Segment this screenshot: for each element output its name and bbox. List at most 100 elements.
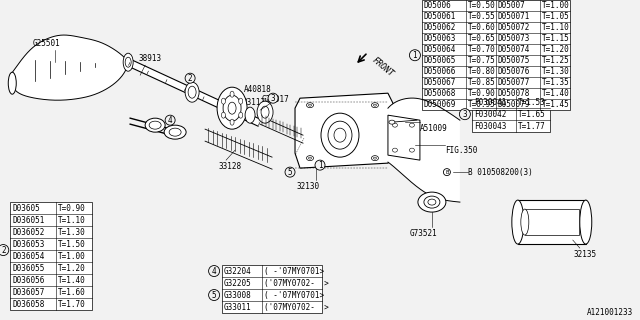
Text: T=0.75: T=0.75 [468,56,495,65]
Text: 2: 2 [1,245,6,254]
Text: FIG.350: FIG.350 [445,146,477,155]
Text: 38913: 38913 [138,54,161,63]
Ellipse shape [239,98,243,104]
Text: 3: 3 [463,110,467,119]
Text: T=0.80: T=0.80 [468,67,495,76]
Text: G32204: G32204 [224,267,252,276]
Text: D036058: D036058 [12,300,45,308]
Ellipse shape [371,156,378,161]
Ellipse shape [149,121,161,129]
Text: T=1.45: T=1.45 [542,100,570,109]
Ellipse shape [223,95,241,121]
Text: T=0.50: T=0.50 [468,1,495,10]
Ellipse shape [217,87,247,129]
Ellipse shape [125,57,131,67]
Text: G33008: G33008 [224,291,252,300]
Text: T=0.85: T=0.85 [468,78,495,87]
Polygon shape [388,98,460,202]
Bar [422,0,570,110]
Ellipse shape [334,128,346,142]
Ellipse shape [8,72,16,94]
Text: T=1.10: T=1.10 [58,216,86,225]
Text: T=1.10: T=1.10 [542,23,570,32]
Text: T=1.77: T=1.77 [518,122,545,131]
Ellipse shape [512,200,524,244]
Ellipse shape [444,169,451,176]
Text: T=1.15: T=1.15 [542,34,570,43]
Text: 2: 2 [188,74,193,83]
Text: 32130: 32130 [296,182,319,191]
Text: F030043: F030043 [474,122,506,131]
Ellipse shape [374,104,376,106]
Text: D050072: D050072 [498,23,530,32]
Text: 1: 1 [413,51,417,60]
Text: D050067: D050067 [424,78,456,87]
Text: B: B [445,170,449,175]
Ellipse shape [221,112,225,118]
Ellipse shape [308,104,312,106]
Text: T=1.50: T=1.50 [58,240,86,249]
Ellipse shape [257,101,273,123]
Text: T=1.00: T=1.00 [542,1,570,10]
Text: B 010508200(3): B 010508200(3) [468,168,532,177]
Bar [472,96,550,132]
Text: T=1.00: T=1.00 [58,252,86,260]
Text: T=1.40: T=1.40 [542,89,570,98]
Text: D050068: D050068 [424,89,456,98]
Polygon shape [10,35,128,100]
Text: D050065: D050065 [424,56,456,65]
Ellipse shape [123,53,133,71]
Ellipse shape [307,103,314,108]
Text: ( -'07MY0701>: ( -'07MY0701> [264,267,324,276]
Ellipse shape [245,107,255,123]
Text: T=1.53: T=1.53 [518,98,545,107]
Text: D036057: D036057 [12,288,45,297]
Ellipse shape [169,128,181,136]
Polygon shape [388,115,420,160]
Text: D036056: D036056 [12,276,45,284]
Circle shape [410,50,420,61]
Ellipse shape [145,118,165,132]
Polygon shape [295,93,393,168]
Text: D050077: D050077 [498,78,530,87]
Ellipse shape [418,192,446,212]
Ellipse shape [410,123,415,127]
Text: A51009: A51009 [420,124,447,133]
Circle shape [460,109,470,120]
Text: T=1.20: T=1.20 [58,264,86,273]
Text: D050076: D050076 [498,67,530,76]
Circle shape [209,266,220,276]
Circle shape [209,290,220,300]
Bar [10,202,92,310]
Text: T=1.60: T=1.60 [58,288,86,297]
Text: 4: 4 [212,267,216,276]
Text: D050063: D050063 [424,34,456,43]
Text: D036054: D036054 [12,252,45,260]
Text: T=1.25: T=1.25 [542,56,570,65]
Text: A121001233: A121001233 [586,308,633,317]
Text: D050078: D050078 [498,89,530,98]
Text: T=1.05: T=1.05 [542,12,570,21]
Text: G23017: G23017 [262,95,290,104]
Ellipse shape [221,98,225,104]
Text: ('07MY0702-  >: ('07MY0702- > [264,278,329,288]
Text: D050071: D050071 [498,12,530,21]
Text: 5: 5 [212,291,216,300]
Ellipse shape [374,157,376,159]
Circle shape [268,93,278,103]
Text: D05006: D05006 [424,1,452,10]
Text: F030042: F030042 [474,110,506,119]
Text: D050062: D050062 [424,23,456,32]
Text: D03605: D03605 [12,204,40,212]
Bar [525,209,579,235]
Text: T=0.70: T=0.70 [468,45,495,54]
Circle shape [0,244,9,256]
Ellipse shape [308,157,312,159]
Text: T=1.70: T=1.70 [58,300,86,308]
Text: D036055: D036055 [12,264,45,273]
Ellipse shape [392,123,397,127]
Ellipse shape [230,119,234,125]
Text: T=1.35: T=1.35 [542,78,570,87]
Circle shape [185,73,195,83]
Ellipse shape [188,86,196,98]
